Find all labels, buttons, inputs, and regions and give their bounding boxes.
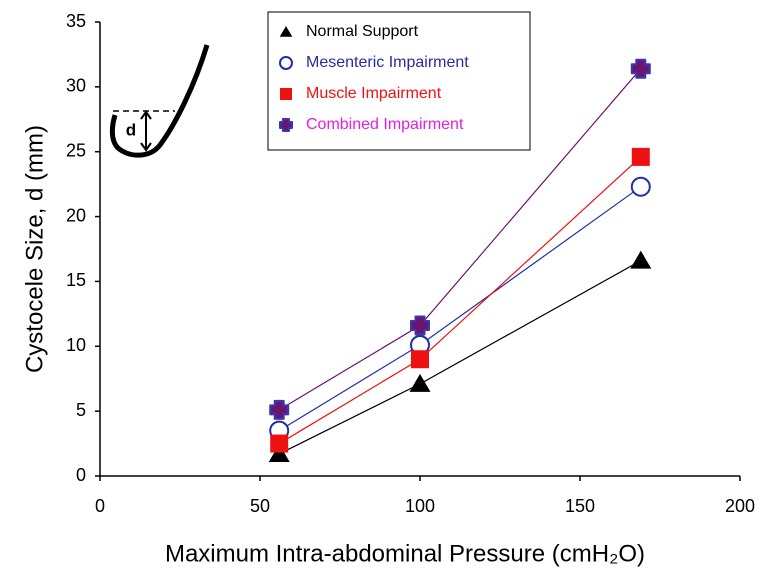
x-tick-label: 50 — [250, 496, 270, 516]
x-tick-label: 150 — [565, 496, 595, 516]
legend-box — [267, 11, 531, 151]
y-tick-label: 20 — [66, 205, 86, 225]
marker — [630, 58, 651, 79]
legend-label: Normal Support — [306, 23, 419, 40]
legend-marker — [279, 56, 293, 70]
legend-marker — [279, 26, 293, 37]
legend-label: Mesenteric Impairment — [306, 54, 469, 71]
marker — [409, 373, 431, 392]
x-tick-label: 200 — [725, 496, 755, 516]
inset-arrowheads — [140, 110, 152, 152]
legend-label: Combined Impairment — [306, 116, 464, 133]
marker — [631, 147, 650, 166]
x-tick-label: 0 — [95, 496, 105, 516]
x-axis-label: Maximum Intra-abdominal Pressure (cmH₂O) — [165, 540, 645, 567]
legend-marker — [280, 88, 292, 100]
y-tick-label: 30 — [66, 76, 86, 96]
marker — [410, 315, 430, 336]
y-axis-label: Cystocele Size, d (mm) — [21, 125, 48, 373]
y-tick-label: 0 — [76, 465, 86, 485]
y-tick-label: 5 — [76, 400, 86, 420]
marker — [268, 443, 290, 462]
y-tick-label: 15 — [66, 270, 86, 290]
inset-label: d — [126, 120, 136, 139]
legend-label: Muscle Impairment — [306, 85, 442, 102]
y-tick-label: 25 — [66, 140, 86, 160]
inset-curve — [109, 44, 210, 158]
marker — [630, 250, 652, 269]
marker — [411, 350, 429, 369]
x-tick-label: 100 — [405, 496, 435, 516]
marker — [270, 434, 289, 453]
legend-marker — [279, 118, 293, 132]
inset-diagram: d — [109, 44, 210, 158]
marker — [630, 176, 651, 197]
y-tick-label: 10 — [66, 335, 86, 355]
marker — [269, 399, 290, 420]
y-tick-label: 35 — [66, 11, 86, 31]
